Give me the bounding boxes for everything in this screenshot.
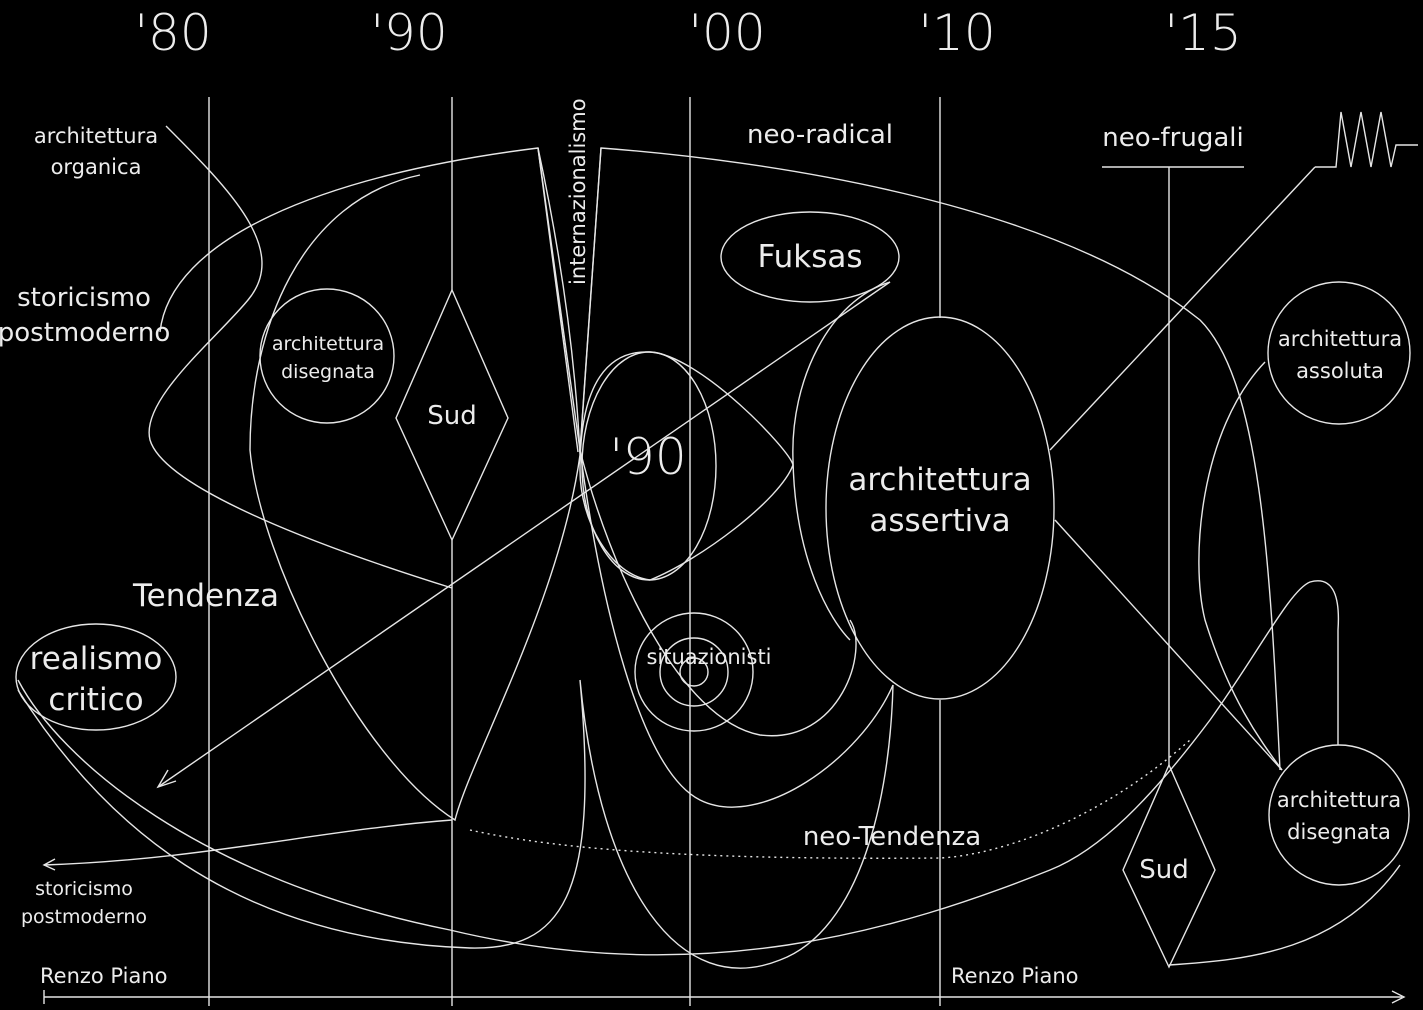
renzo-piano-right-label: Renzo Piano <box>951 964 1079 988</box>
sud-right-flow <box>1168 864 1401 966</box>
neo-tendenza-dotted <box>469 739 1191 859</box>
architettura-assertiva-label-1: architettura <box>848 462 1031 498</box>
tendenza-label: Tendenza <box>132 578 279 614</box>
internazionalismo-label: internazionalismo <box>566 98 590 285</box>
diagonal-arrowhead <box>156 769 177 789</box>
wide-flow-upper <box>537 147 1281 771</box>
year-10: '10 <box>918 4 995 62</box>
renzo-piano-left-label: Renzo Piano <box>40 964 168 988</box>
storicismo-loop <box>159 147 581 822</box>
fuksas-flow <box>792 281 891 641</box>
realismo-critico-node <box>15 623 177 731</box>
center-loop <box>579 449 894 808</box>
internazionalismo-left-stroke <box>537 147 579 453</box>
situazionisti-inner-ring <box>679 657 709 687</box>
sud-left-node <box>395 288 509 542</box>
center-90-label: '90 <box>609 428 686 486</box>
architettura-disegnata-right-label-1: architettura <box>1277 788 1401 812</box>
architettura-organica-label-1: architettura <box>34 124 158 148</box>
year-80: '80 <box>134 4 211 62</box>
fuksas-label: Fuksas <box>757 239 862 275</box>
situazionisti-label: situazionisti <box>646 645 771 669</box>
year-15: '15 <box>1164 4 1241 62</box>
architettura-assoluta-label-1: architettura <box>1278 327 1402 351</box>
neo-radical-label: neo-radical <box>747 120 893 150</box>
diagonal-to-zigzag <box>1049 166 1316 451</box>
sud-right-label: Sud <box>1139 855 1189 885</box>
storicismo-bottom-label-2: postmoderno <box>21 906 147 928</box>
fuksas-node <box>720 211 900 303</box>
neo-tendenza-label: neo-Tendenza <box>803 822 981 852</box>
sud-right-node <box>1122 763 1216 969</box>
assertiva-to-disegnata <box>1054 519 1283 771</box>
architettura-assertiva-label-2: assertiva <box>869 503 1010 539</box>
architettura-disegnata-left-label-2: disegnata <box>281 361 375 383</box>
timeline-verticals <box>208 97 1244 1006</box>
architettura-disegnata-left-node <box>259 288 395 424</box>
neo-frugali-label: neo-frugali <box>1102 123 1243 153</box>
organica-loop <box>148 125 453 589</box>
wide-flow-lower <box>17 580 1340 956</box>
left-sweep <box>17 679 894 969</box>
labels: architettura organica storicismo postmod… <box>0 98 1402 988</box>
internazionalismo-right-stroke <box>579 147 602 453</box>
architettura-assertiva-node <box>825 316 1055 700</box>
architettura-assoluta-node <box>1267 281 1411 425</box>
assoluta-curve <box>1198 361 1283 771</box>
situazionisti-outer-ring <box>634 612 754 732</box>
sud-left-label: Sud <box>427 401 477 431</box>
flow-curves <box>17 111 1418 1004</box>
internazionalismo-outer <box>579 449 857 737</box>
zigzag-resistor <box>1315 111 1418 168</box>
situazionisti-middle-ring <box>659 637 729 707</box>
center-90-node <box>581 351 717 581</box>
year-90: '90 <box>370 4 447 62</box>
storicismo-top-label-1: storicismo <box>17 283 151 313</box>
nodes <box>15 211 1411 969</box>
storicismo-bottom-label-1: storicismo <box>35 878 133 900</box>
renzo-piano-arrowhead <box>1391 990 1406 1004</box>
architettura-disegnata-right-label-2: disegnata <box>1287 820 1391 844</box>
architettura-organica-label-2: organica <box>51 155 142 179</box>
center-90-loop <box>579 351 794 581</box>
storicismo-bottom-arrow-line <box>43 819 453 866</box>
realismo-critico-label-1: realismo <box>30 641 163 677</box>
storicismo-top-label-2: postmoderno <box>0 318 170 348</box>
architettura-disegnata-left-label-1: architettura <box>272 333 384 355</box>
year-00: '00 <box>688 4 765 62</box>
year-headings: '80 '90 '00 '10 '15 <box>134 4 1241 62</box>
architettura-assoluta-label-2: assoluta <box>1296 359 1384 383</box>
diagonal-arrow-line <box>157 281 891 788</box>
architettura-disegnata-right-node <box>1268 744 1410 886</box>
realismo-critico-label-2: critico <box>48 682 143 718</box>
storicismo-bottom-arrowhead <box>42 858 56 871</box>
